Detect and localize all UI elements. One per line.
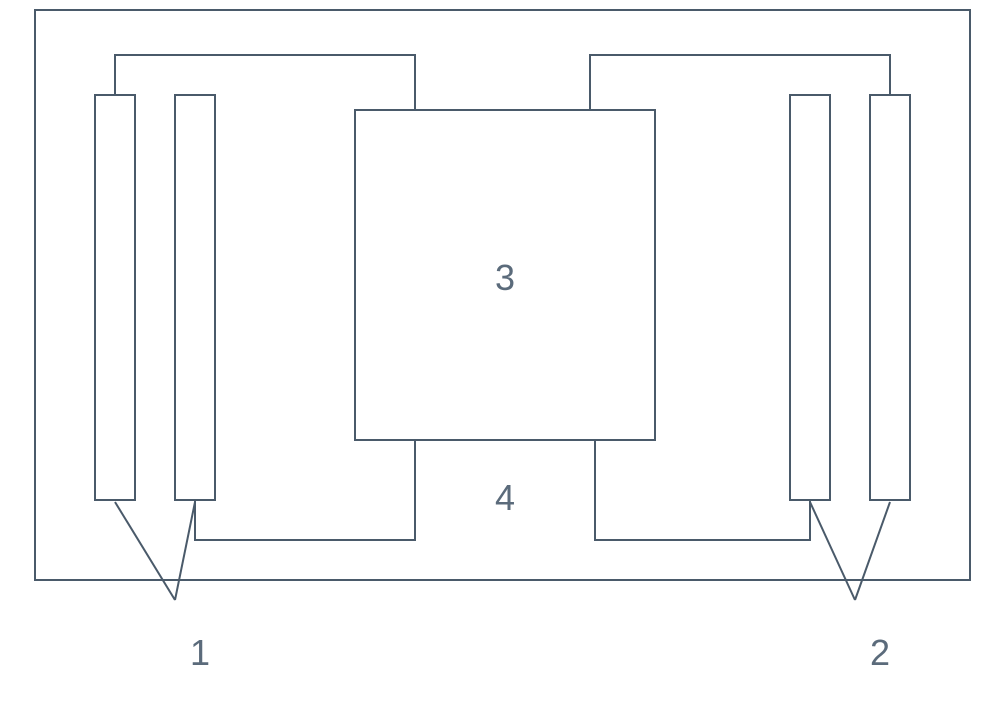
label-1: 1 <box>190 632 210 673</box>
label-2: 2 <box>870 632 890 673</box>
label-4: 4 <box>495 477 515 518</box>
background <box>0 0 1000 706</box>
label-3: 3 <box>495 257 515 298</box>
diagram-stage: 3 4 1 2 <box>0 0 1000 706</box>
diagram-svg: 3 4 1 2 <box>0 0 1000 706</box>
